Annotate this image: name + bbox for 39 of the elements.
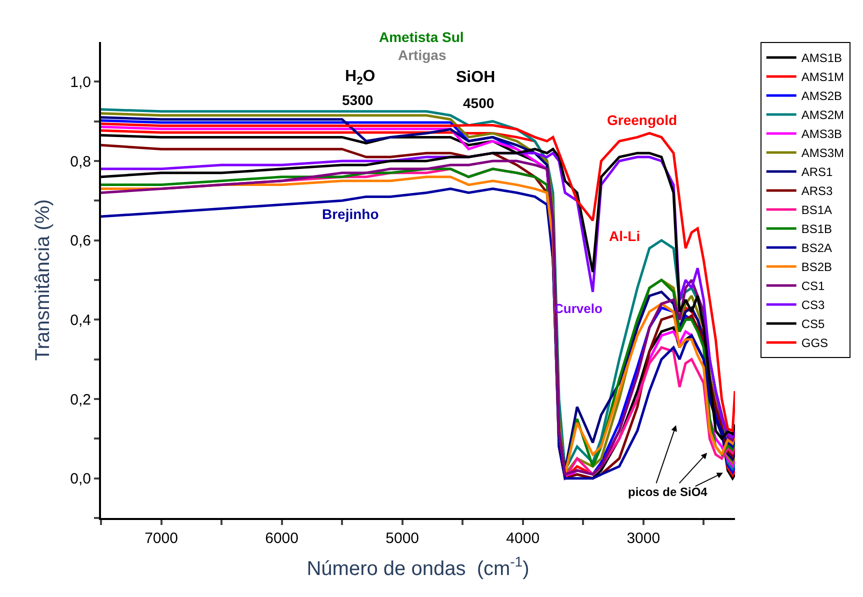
legend-label: BS1B bbox=[801, 222, 832, 236]
legend-label: AMS3B bbox=[801, 127, 842, 142]
x-tick-label: 4000 bbox=[506, 530, 540, 547]
legend-label: ARS3 bbox=[801, 184, 834, 198]
annotation: SiOH bbox=[456, 69, 496, 86]
legend-label: AMS2B bbox=[801, 89, 842, 104]
y-tick-label: 0,6 bbox=[70, 232, 91, 250]
legend-label: CS3 bbox=[801, 298, 826, 312]
annotation: picos de SiO4 bbox=[628, 485, 708, 499]
legend-label: AMS3M bbox=[801, 146, 844, 160]
annotation: Al-Li bbox=[609, 228, 640, 244]
y-tick-label: 0,2 bbox=[70, 391, 91, 408]
legend-label: BS2A bbox=[801, 241, 832, 256]
legend-label: GGS bbox=[801, 336, 828, 350]
legend-label: AMS1B bbox=[801, 51, 842, 66]
legend-label: AMS1M bbox=[801, 70, 844, 84]
legend-label: ARS1 bbox=[801, 165, 834, 180]
x-tick-label: 7000 bbox=[144, 530, 178, 547]
annotation: Artigas bbox=[398, 47, 446, 63]
x-tick-label: 5000 bbox=[386, 530, 420, 547]
legend-label: BS2B bbox=[801, 260, 832, 274]
annotation: Greengold bbox=[607, 112, 678, 128]
y-tick-label: 1,0 bbox=[70, 74, 91, 91]
annotation: 5300 bbox=[342, 92, 374, 108]
x-tick-label: 6000 bbox=[265, 530, 298, 547]
annotation: Ametista Sul bbox=[379, 29, 464, 45]
x-tick-label: 3000 bbox=[626, 530, 660, 547]
y-tick-label: 0,0 bbox=[70, 470, 91, 488]
legend-label: AMS2M bbox=[801, 108, 844, 122]
annotation: Brejinho bbox=[322, 206, 379, 222]
y-axis-title: Transmitância (%) bbox=[32, 199, 54, 361]
legend-label: CS1 bbox=[801, 279, 826, 294]
annotation: 4500 bbox=[463, 95, 494, 111]
legend-label: CS5 bbox=[801, 317, 826, 332]
y-tick-label: 0,8 bbox=[70, 153, 91, 170]
legend-label: BS1A bbox=[801, 203, 832, 218]
y-tick-label: 0,4 bbox=[70, 312, 91, 329]
x-axis-title: Número de ondas (cm$^{-1}$) bbox=[306, 554, 530, 580]
annotation: H$_{2}$O bbox=[345, 68, 376, 88]
